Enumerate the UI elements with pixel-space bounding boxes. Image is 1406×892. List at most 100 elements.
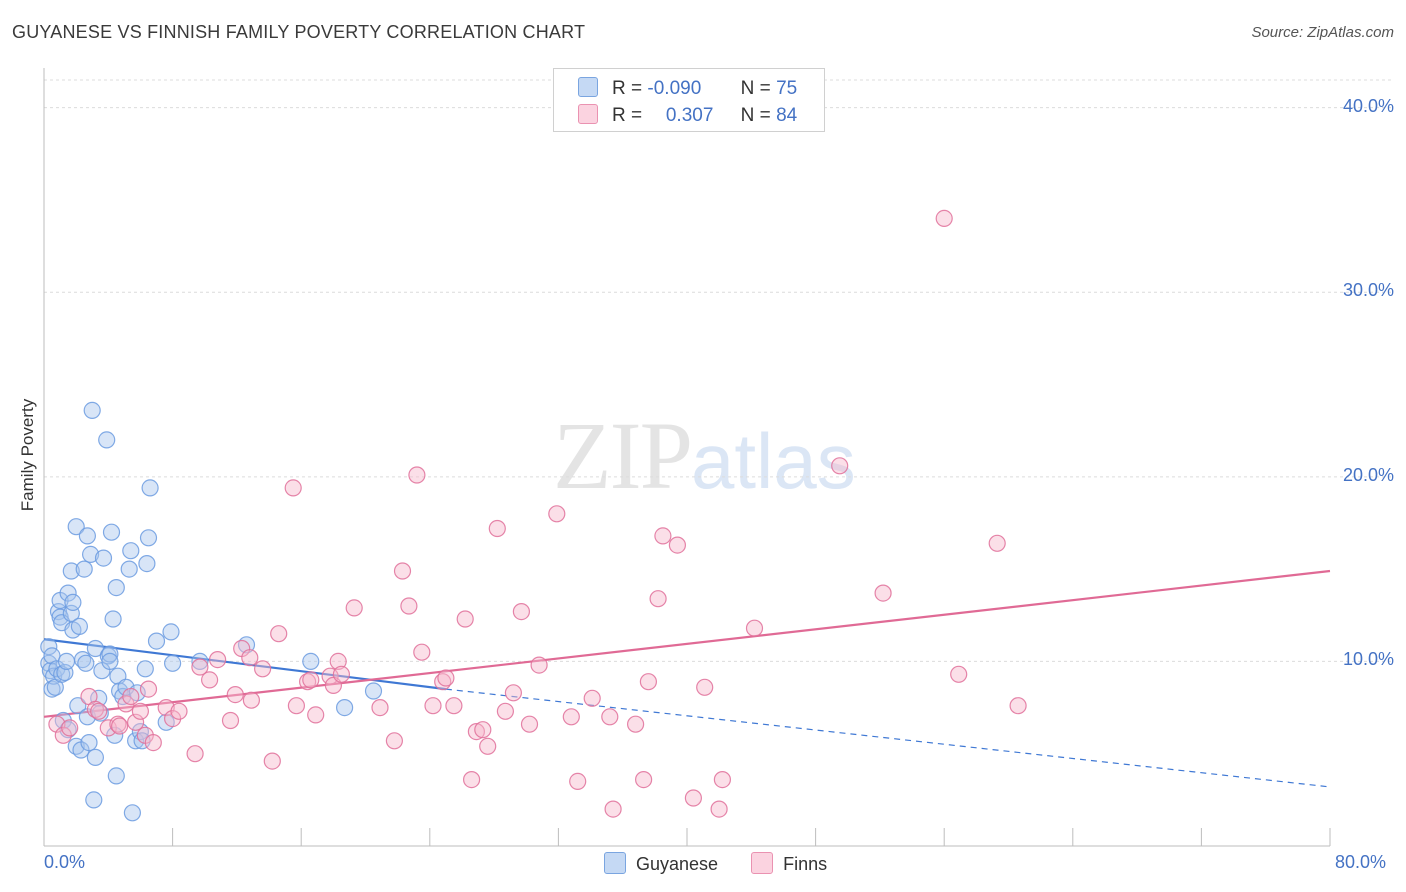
point-finns <box>639 673 658 691</box>
point-guyanese <box>164 654 182 672</box>
bottom-legend-swatch-finns <box>751 852 774 874</box>
source-credit: Source: ZipAtlas.com <box>1251 24 1394 41</box>
y-axis-label: Family Poverty <box>18 398 37 512</box>
point-finns <box>634 770 653 789</box>
point-finns <box>445 697 463 715</box>
point-finns <box>467 722 485 741</box>
point-finns <box>530 656 548 674</box>
point-finns <box>226 685 244 704</box>
point-finns <box>874 584 892 602</box>
point-guyanese <box>69 697 87 715</box>
watermark: ZIPatlas <box>553 400 856 511</box>
point-guyanese <box>80 733 98 752</box>
watermark-zip: ZIP <box>553 402 693 509</box>
point-guyanese <box>41 662 60 680</box>
point-finns <box>713 770 732 789</box>
y-tick-label: 40.0% <box>1342 95 1394 116</box>
point-finns <box>127 713 145 731</box>
point-guyanese <box>81 545 100 564</box>
point-guyanese <box>302 652 320 671</box>
legend-swatch-guyanese <box>578 77 598 97</box>
point-guyanese <box>98 431 116 449</box>
point-finns <box>209 650 227 669</box>
point-guyanese <box>86 748 105 767</box>
point-finns <box>479 737 497 755</box>
point-finns <box>345 599 363 617</box>
point-guyanese <box>141 479 159 497</box>
point-guyanese <box>336 698 354 717</box>
point-finns <box>437 669 455 687</box>
point-finns <box>604 800 622 818</box>
bottom-legend: Guyanese Finns <box>604 852 855 875</box>
point-finns <box>496 702 514 720</box>
point-finns <box>548 505 566 523</box>
y-tick-label: 30.0% <box>1342 280 1394 301</box>
point-finns <box>241 649 259 667</box>
point-finns <box>201 671 219 689</box>
point-guyanese <box>107 767 125 785</box>
point-guyanese <box>102 523 121 541</box>
legend: R = -0.090 N = 75 R = 0.307 N = 84 <box>553 68 825 132</box>
point-guyanese <box>67 518 85 536</box>
legend-n-value: 84 <box>776 105 798 126</box>
point-finns <box>950 665 968 683</box>
point-finns <box>302 671 320 689</box>
point-finns <box>284 479 302 497</box>
point-finns <box>287 697 305 715</box>
point-finns <box>90 702 108 720</box>
x-tick-label-max: 80.0% <box>1335 852 1387 872</box>
point-finns <box>583 689 601 707</box>
point-finns <box>131 702 149 720</box>
legend-r-label: R = <box>612 105 643 126</box>
point-guyanese <box>139 529 158 547</box>
point-finns <box>463 770 481 789</box>
legend-n-label: N = <box>740 105 771 126</box>
point-finns <box>988 534 1006 552</box>
trend-line-finns <box>43 569 1331 718</box>
point-finns <box>270 625 288 643</box>
point-finns <box>242 691 260 709</box>
point-finns <box>393 562 412 580</box>
watermark-atlas: atlas <box>691 417 856 505</box>
bottom-legend-finns: Finns <box>751 852 827 875</box>
bottom-legend-label: Guyanese <box>636 854 719 874</box>
point-finns <box>745 619 764 637</box>
point-guyanese <box>120 560 138 578</box>
trend-line-extension-guyanese <box>445 688 1331 788</box>
point-guyanese <box>138 554 156 573</box>
point-guyanese <box>191 652 209 671</box>
point-finns <box>601 708 619 726</box>
point-finns <box>456 610 474 628</box>
point-guyanese <box>127 732 145 750</box>
point-finns <box>696 678 714 696</box>
point-finns <box>332 665 350 683</box>
point-finns <box>385 732 403 750</box>
y-tick-label: 20.0% <box>1342 464 1394 485</box>
legend-r-label: R = <box>612 78 643 99</box>
point-finns <box>474 721 492 739</box>
point-guyanese <box>64 593 82 612</box>
legend-n-label: N = <box>740 78 771 99</box>
point-guyanese <box>117 678 135 696</box>
legend-r-value: 0.307 <box>665 105 714 126</box>
point-finns <box>424 697 442 715</box>
bottom-legend-swatch-guyanese <box>604 852 626 874</box>
point-finns <box>329 652 347 671</box>
point-guyanese <box>147 632 166 650</box>
point-finns <box>170 702 188 720</box>
y-tick-label: 10.0% <box>1342 649 1394 670</box>
point-finns <box>668 536 687 554</box>
point-finns <box>562 708 580 726</box>
point-finns <box>144 733 162 752</box>
point-finns <box>400 597 418 615</box>
point-finns <box>626 715 645 733</box>
point-guyanese <box>364 682 383 700</box>
data-points <box>40 209 1027 822</box>
point-finns <box>413 643 431 661</box>
point-finns <box>191 658 209 676</box>
point-guyanese <box>75 560 93 578</box>
gridlines <box>44 79 1392 662</box>
axes <box>43 68 1331 847</box>
point-guyanese <box>107 578 125 597</box>
